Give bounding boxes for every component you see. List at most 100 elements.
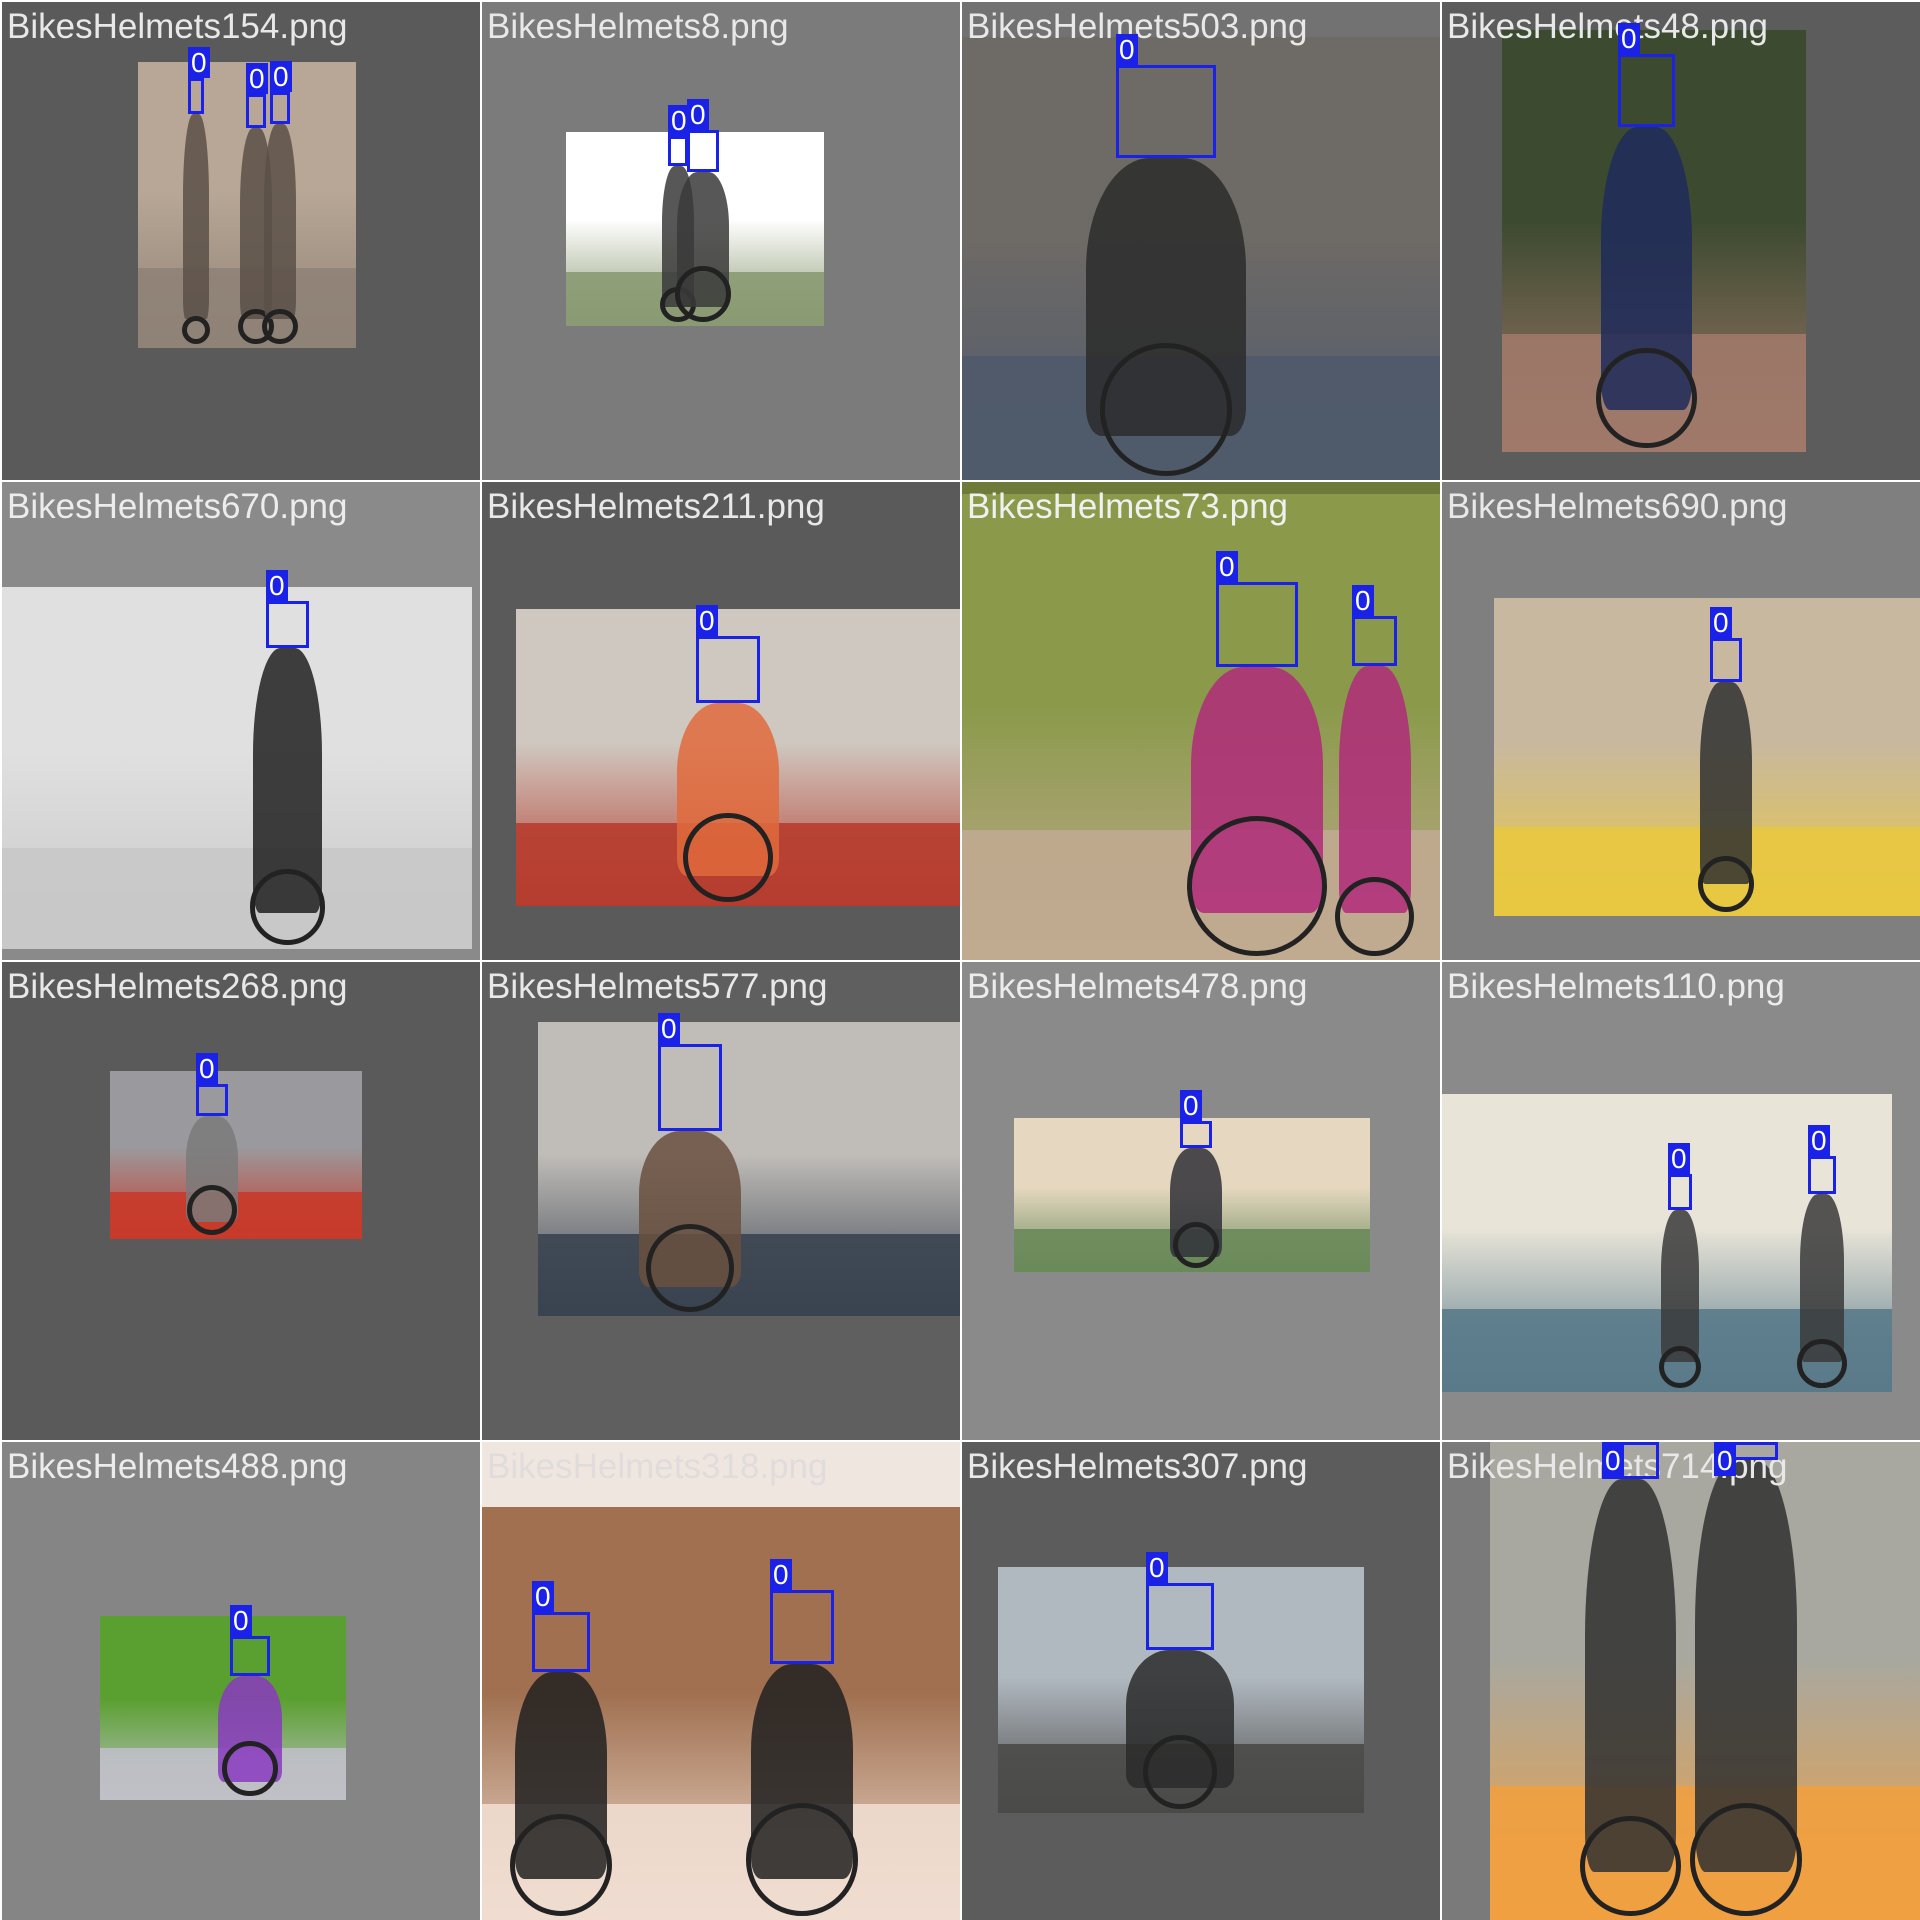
detection-box: 0 bbox=[246, 63, 268, 128]
detection-box: 0 bbox=[532, 1581, 590, 1672]
detection-box: 0 bbox=[687, 99, 719, 172]
result-tile: BikesHelmets503.png 0 bbox=[962, 2, 1440, 480]
detection-box: 0 bbox=[1146, 1552, 1214, 1650]
detection-box: 0 bbox=[266, 570, 309, 648]
detection-class-label: 0 bbox=[196, 1053, 218, 1084]
detection-class-label: 0 bbox=[1116, 34, 1138, 65]
wheel-shape bbox=[1099, 343, 1233, 476]
detection-class-label: 0 bbox=[230, 1605, 252, 1636]
image-filename: BikesHelmets48.png bbox=[1447, 7, 1768, 46]
detection-box: 0 bbox=[1602, 1442, 1659, 1479]
detection-class-label: 0 bbox=[1146, 1552, 1168, 1583]
wheel-shape bbox=[1797, 1338, 1847, 1388]
image-filename: BikesHelmets577.png bbox=[487, 967, 828, 1006]
source-photo bbox=[566, 132, 824, 326]
source-photo bbox=[2, 587, 472, 949]
wheel-shape bbox=[262, 308, 298, 344]
source-photo bbox=[538, 1022, 960, 1316]
result-tile: BikesHelmets48.png 0 bbox=[1442, 2, 1920, 480]
wheel-shape bbox=[674, 265, 732, 322]
detection-class-label: 0 bbox=[687, 99, 709, 130]
image-filename: BikesHelmets268.png bbox=[7, 967, 348, 1006]
result-tile: BikesHelmets307.png 0 bbox=[962, 1442, 1440, 1920]
rider-figure bbox=[253, 648, 322, 913]
detection-class-label: 0 bbox=[270, 61, 292, 92]
result-tile: BikesHelmets8.png 0 0 bbox=[482, 2, 960, 480]
wheel-shape bbox=[1697, 855, 1755, 912]
wheel-shape bbox=[1172, 1221, 1220, 1268]
detection-class-label: 0 bbox=[1714, 1445, 1736, 1476]
photo-ground bbox=[2, 848, 472, 949]
wheel-shape bbox=[1596, 347, 1697, 448]
image-filename: BikesHelmets670.png bbox=[7, 487, 348, 526]
detection-class-label: 0 bbox=[1618, 23, 1640, 54]
image-filename: BikesHelmets318.png bbox=[487, 1447, 828, 1486]
detection-class-label: 0 bbox=[1180, 1090, 1202, 1121]
rider-figure bbox=[1700, 682, 1752, 884]
detection-box: 0 bbox=[658, 1013, 722, 1131]
source-photo bbox=[962, 494, 1440, 960]
wheel-shape bbox=[645, 1223, 735, 1312]
wheel-shape bbox=[745, 1803, 859, 1916]
rider-figure bbox=[1584, 1479, 1677, 1872]
detection-class-label: 0 bbox=[1602, 1445, 1624, 1476]
wheel-shape bbox=[181, 315, 211, 344]
image-filename: BikesHelmets307.png bbox=[967, 1447, 1308, 1486]
result-tile: BikesHelmets268.png 0 bbox=[2, 962, 480, 1440]
wheel-shape bbox=[509, 1813, 613, 1916]
detection-class-label: 0 bbox=[658, 1013, 680, 1044]
wheel-shape bbox=[1689, 1803, 1803, 1916]
wheel-shape bbox=[249, 869, 326, 945]
image-filename: BikesHelmets488.png bbox=[7, 1447, 348, 1486]
wheel-shape bbox=[1658, 1345, 1702, 1388]
photo-ground bbox=[538, 1234, 960, 1316]
image-filename: BikesHelmets211.png bbox=[487, 487, 825, 526]
detection-box: 0 bbox=[1180, 1090, 1212, 1148]
source-photo bbox=[110, 1071, 362, 1239]
rider-figure bbox=[1660, 1210, 1700, 1362]
source-photo bbox=[100, 1616, 346, 1800]
detection-box: 0 bbox=[196, 1053, 228, 1116]
rider-figure bbox=[1799, 1194, 1845, 1362]
image-filename: BikesHelmets110.png bbox=[1447, 967, 1785, 1006]
detection-class-label: 0 bbox=[1668, 1143, 1690, 1174]
result-tile: BikesHelmets154.png 0 0 0 bbox=[2, 2, 480, 480]
rider-figure bbox=[1694, 1460, 1798, 1872]
result-tile: BikesHelmets211.png 0 bbox=[482, 482, 960, 960]
detection-box: 0 bbox=[696, 605, 760, 703]
detection-class-label: 0 bbox=[1808, 1125, 1830, 1156]
result-tile: BikesHelmets73.png 0 0 bbox=[962, 482, 1440, 960]
wheel-shape bbox=[1334, 876, 1415, 956]
result-tile: BikesHelmets478.png 0 bbox=[962, 962, 1440, 1440]
detection-box: 0 bbox=[1216, 551, 1298, 667]
wheel-shape bbox=[222, 1740, 278, 1796]
detection-class-label: 0 bbox=[266, 570, 288, 601]
wheel-shape bbox=[1187, 816, 1327, 956]
detection-box: 0 bbox=[1710, 607, 1742, 682]
detection-box: 0 bbox=[230, 1605, 270, 1676]
detection-box: 0 bbox=[668, 105, 690, 166]
detection-class-label: 0 bbox=[188, 47, 210, 78]
detection-class-label: 0 bbox=[532, 1581, 554, 1612]
source-photo bbox=[516, 609, 960, 906]
detection-box: 0 bbox=[770, 1559, 834, 1664]
wheel-shape bbox=[1580, 1815, 1681, 1916]
detection-box: 0 bbox=[1618, 23, 1675, 127]
result-tile: BikesHelmets577.png 0 bbox=[482, 962, 960, 1440]
rider-figure bbox=[264, 124, 296, 319]
source-photo bbox=[1490, 1442, 1920, 1920]
detection-box: 0 bbox=[1116, 34, 1216, 158]
detection-box: 0 bbox=[188, 47, 210, 114]
image-filename: BikesHelmets478.png bbox=[967, 967, 1308, 1006]
detection-class-label: 0 bbox=[246, 63, 268, 94]
detection-box: 0 bbox=[1668, 1143, 1692, 1210]
source-photo bbox=[1494, 598, 1920, 916]
source-photo bbox=[1014, 1118, 1370, 1272]
detection-class-label: 0 bbox=[668, 105, 690, 136]
wheel-shape bbox=[186, 1184, 238, 1235]
result-tile: BikesHelmets690.png 0 bbox=[1442, 482, 1920, 960]
detection-class-label: 0 bbox=[1352, 585, 1374, 616]
image-filename: BikesHelmets8.png bbox=[487, 7, 789, 46]
